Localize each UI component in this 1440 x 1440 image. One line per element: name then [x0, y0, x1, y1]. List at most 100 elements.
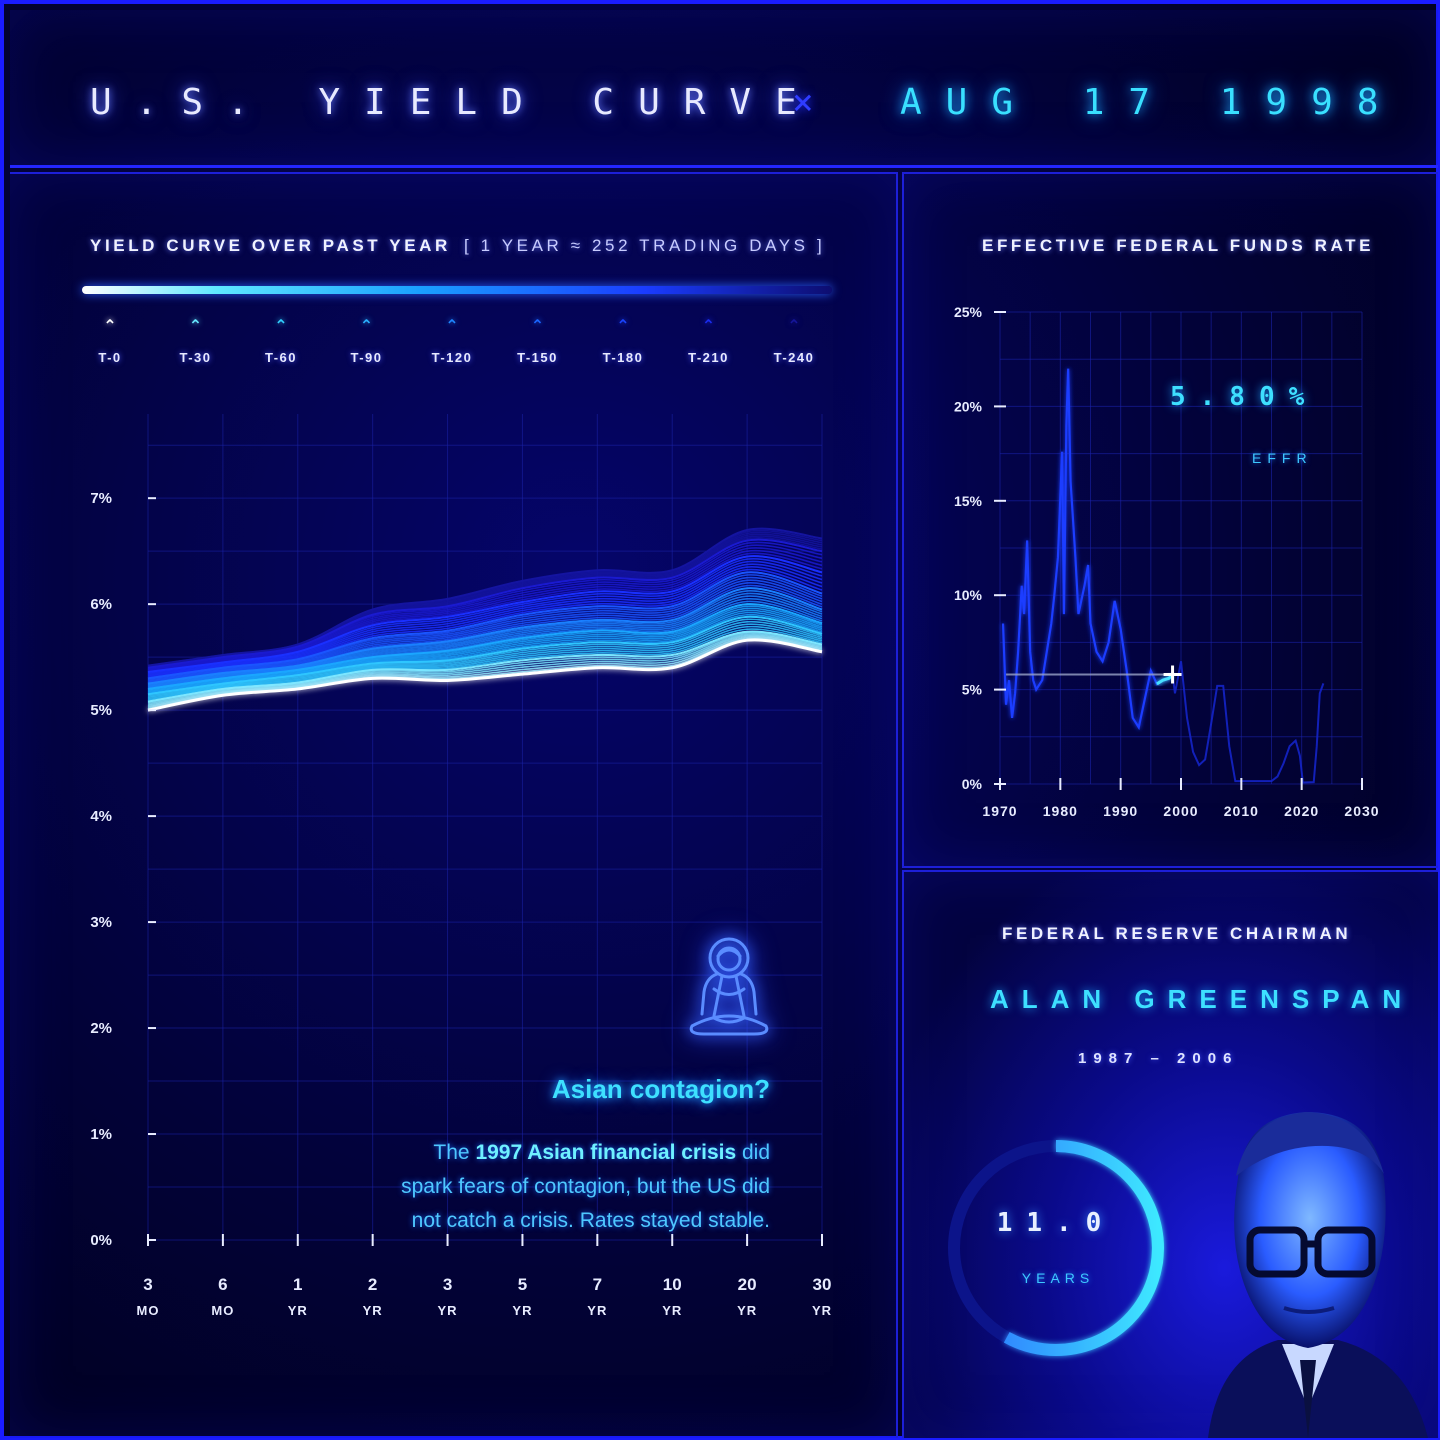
- yield-curve-t-180: [147, 555, 823, 673]
- chair-title: FEDERAL RESERVE CHAIRMAN: [1002, 924, 1352, 943]
- x-tick-unit: MO: [211, 1303, 234, 1318]
- legend-chevron-icon: ⌃: [359, 316, 374, 335]
- annotation-line-3: not catch a crisis. Rates stayed stable.: [411, 1209, 770, 1232]
- x-tick-label: 1980: [1043, 803, 1078, 819]
- legend-chevron-icon: ⌃: [445, 316, 459, 335]
- y-tick-label: 0%: [962, 776, 983, 792]
- yield-curve-line: [147, 633, 823, 706]
- x-tick-unit: YR: [587, 1303, 607, 1318]
- effr-future-line: [1171, 661, 1325, 784]
- x-tick-label: 1: [293, 1275, 302, 1294]
- years-ring-progress: [948, 1140, 1164, 1356]
- x-tick-label: 10: [663, 1275, 682, 1294]
- y-tick-label: 3%: [90, 914, 112, 931]
- yield-curve-t-30: [147, 630, 823, 703]
- yield-curve-line: [147, 609, 823, 693]
- yield-curve-t-240: [147, 527, 823, 667]
- yield-curve-line: [147, 582, 823, 683]
- legend-label: T-90: [350, 350, 383, 365]
- x-tick-label: 1990: [1103, 803, 1138, 819]
- years-ring: [948, 1140, 1164, 1356]
- x-tick-unit: YR: [512, 1303, 532, 1318]
- page-date: AUG 17 1998: [900, 82, 1403, 123]
- yield-title: YIELD CURVE OVER PAST YEAR: [90, 236, 451, 255]
- x-tick-unit: YR: [662, 1303, 682, 1318]
- yield-curve-line: [147, 628, 823, 702]
- y-tick-label: 1%: [90, 1126, 112, 1143]
- legend-chevron-icon: ⌃: [530, 316, 545, 335]
- y-tick-label: 6%: [90, 596, 112, 613]
- chair-term: 1987 – 2006: [1078, 1050, 1239, 1067]
- y-tick-label: 5%: [962, 682, 983, 698]
- x-tick-label: 2000: [1163, 803, 1198, 819]
- y-tick-label: 15%: [954, 493, 983, 509]
- yield-curve-line: [147, 634, 823, 707]
- title-separator: ×: [792, 82, 814, 123]
- yield-curve-line: [147, 632, 823, 704]
- x-tick-unit: YR: [438, 1303, 458, 1318]
- chairman-panel: FEDERAL RESERVE CHAIRMAN ALAN GREENSPAN …: [902, 870, 1438, 1438]
- y-tick-label: 5%: [90, 702, 112, 719]
- x-tick-label: 2030: [1344, 803, 1379, 819]
- effr-value-label: EFFR: [1252, 450, 1313, 466]
- effr-recent-line: [1156, 673, 1174, 686]
- x-tick-label: 6: [218, 1275, 227, 1294]
- annotation-heading: Asian contagion?: [551, 1074, 770, 1104]
- legend-label: T-180: [602, 350, 644, 365]
- yield-curve-line: [147, 607, 823, 692]
- x-tick-unit: MO: [137, 1303, 160, 1318]
- yield-curve-t-60: [147, 615, 823, 696]
- yield-note: [ 1 YEAR ≈ 252 TRADING DAYS ]: [464, 236, 826, 255]
- yield-curve-line: [147, 636, 823, 709]
- x-tick-unit: YR: [812, 1303, 832, 1318]
- x-tick-label: 3: [443, 1275, 452, 1294]
- x-tick-unit: YR: [363, 1303, 383, 1318]
- chair-name: ALAN GREENSPAN: [990, 984, 1415, 1014]
- legend-chevron-icon: ⌃: [188, 316, 203, 335]
- annotation-text: did: [736, 1141, 770, 1164]
- legend-label: T-120: [431, 350, 473, 365]
- yield-curve-line: [147, 618, 823, 697]
- effr-value: 5.80%: [1170, 382, 1319, 412]
- portrait-icon: [1208, 1112, 1428, 1438]
- legend-chevron-icon: ⌃: [787, 316, 801, 335]
- legend-chevron-icon: ⌃: [616, 316, 630, 335]
- x-tick-label: 5: [518, 1275, 527, 1294]
- yield-curve-line: [147, 576, 823, 681]
- legend-label: T-60: [264, 350, 297, 365]
- effr-history-line: [1001, 368, 1174, 731]
- yield-curve-line: [147, 560, 823, 675]
- y-tick-label: 20%: [954, 398, 983, 414]
- effr-panel: EFFECTIVE FEDERAL FUNDS RATE 0% 5% 10% 15% 2…: [902, 172, 1438, 868]
- y-tick-label: 7%: [90, 490, 112, 507]
- x-tick-label: 1970: [982, 803, 1017, 819]
- legend-label: T-30: [179, 350, 212, 365]
- x-tick-label: 2010: [1224, 803, 1259, 819]
- page-title: U.S. YIELD CURVE: [90, 82, 821, 123]
- yield-curve-t-120: [147, 587, 823, 685]
- annotation-line-1: The 1997 Asian financial crisis did: [330, 1136, 770, 1170]
- yield-curve-chart: 0% 1% 2% 3% 4% 5% 6% 7% 3 MO 6 MO 1 YR 2 YR 3 YR 5 YR 7 YR 10 Y…: [90, 394, 832, 1318]
- yield-curve-t-90: [147, 603, 823, 690]
- yield-curve-line: [147, 558, 823, 674]
- yield-curve-t-210: [147, 538, 823, 669]
- legend-chevron-icon: ⌃: [103, 316, 117, 335]
- meditating-buddha-icon: [689, 937, 769, 1036]
- y-tick-label: 25%: [954, 304, 983, 320]
- legend-label: T-0: [98, 350, 122, 365]
- y-tick-label: 0%: [90, 1232, 112, 1249]
- legend-gradient-bar: [82, 286, 832, 294]
- header-panel: U.S. YIELD CURVE × AUG 17 1998: [10, 10, 1438, 168]
- y-tick-label: 10%: [954, 587, 983, 603]
- yield-curve-t-150: [147, 571, 823, 680]
- y-tick-label: 4%: [90, 808, 112, 825]
- x-tick-label: 3: [143, 1275, 152, 1294]
- effr-title: EFFECTIVE FEDERAL FUNDS RATE: [982, 236, 1375, 255]
- yield-curve-line: [147, 625, 823, 700]
- yield-curve-panel: YIELD CURVE OVER PAST YEAR [ 1 YEAR ≈ 25…: [10, 172, 898, 1438]
- years-label: YEARS: [1021, 1270, 1095, 1286]
- legend-label: T-210: [688, 350, 729, 365]
- yield-curve-line: [147, 566, 823, 678]
- yield-curve-line: [147, 563, 823, 676]
- yield-curve-line: [147, 621, 823, 698]
